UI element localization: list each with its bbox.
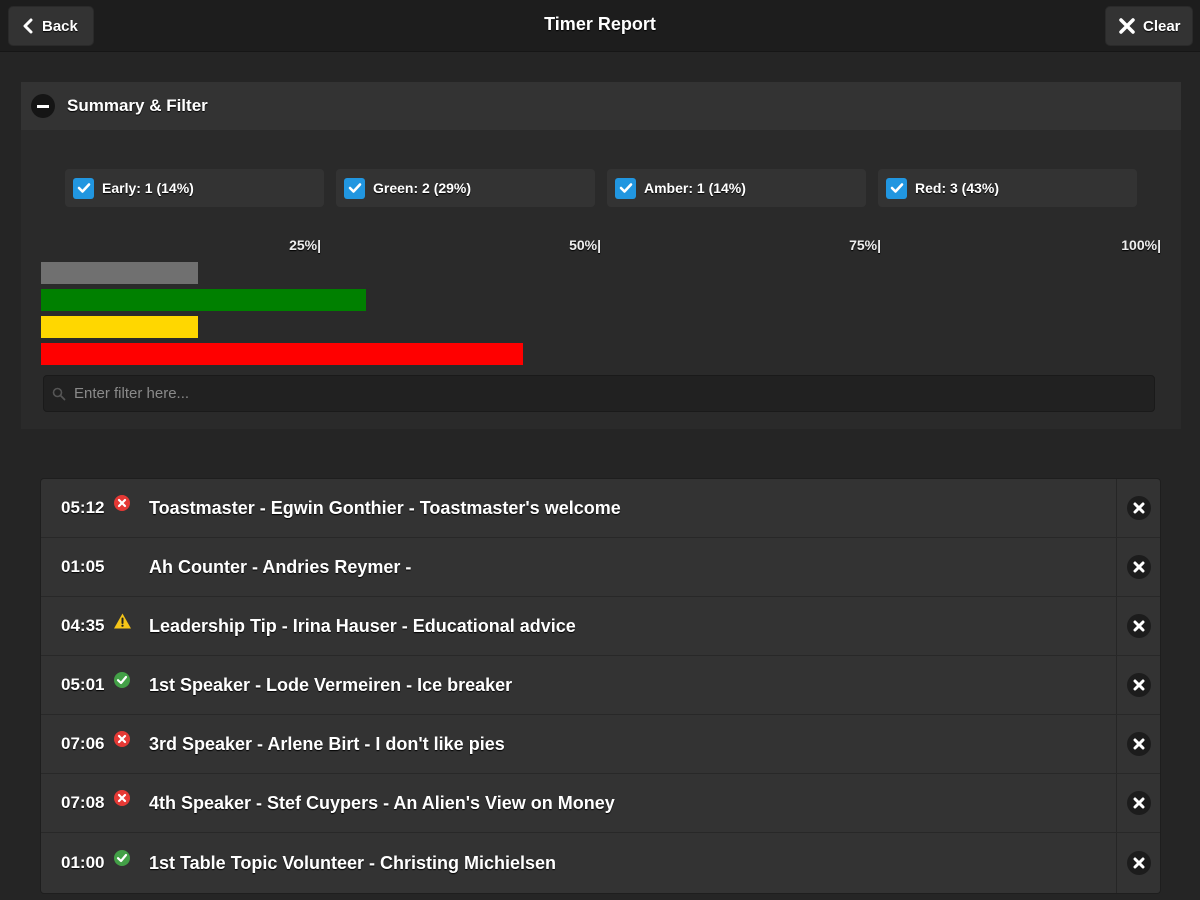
- checkmark-icon: [886, 177, 907, 199]
- checkmark-icon: [615, 177, 636, 199]
- delete-entry-button[interactable]: [1116, 715, 1160, 773]
- entry-label: 3rd Speaker - Arlene Birt - I don't like…: [149, 733, 505, 754]
- entry-status: [111, 731, 149, 754]
- checkmark-icon: [344, 177, 365, 199]
- list-item: 04:35 Leadership Tip - Irina Hauser - Ed…: [41, 597, 1160, 656]
- summary-filter-header[interactable]: Summary & Filter: [21, 82, 1181, 130]
- bar-green: [41, 289, 366, 311]
- close-icon: [1126, 555, 1151, 579]
- delete-entry-button[interactable]: [1116, 479, 1160, 537]
- list-item: 05:12 Toastmaster - Egwin Gonthier - Toa…: [41, 479, 1160, 538]
- entry-label: 1st Speaker - Lode Vermeiren - Ice break…: [149, 674, 513, 695]
- clear-button[interactable]: Clear: [1105, 6, 1193, 46]
- filter-input[interactable]: [74, 385, 1154, 402]
- scale-tick-50: 50%|: [569, 237, 601, 253]
- list-item: 07:06 3rd Speaker - Arlene Birt - I don'…: [41, 715, 1160, 774]
- close-icon: [1126, 791, 1151, 815]
- filter-red-checkbox[interactable]: Red: 3 (43%): [878, 169, 1137, 207]
- entry-time: 05:12: [61, 498, 105, 517]
- error-icon: [114, 731, 130, 747]
- list-item: 07:08 4th Speaker - Stef Cuypers - An Al…: [41, 774, 1160, 833]
- entry-status: [111, 613, 149, 636]
- close-icon: [1126, 732, 1151, 756]
- filter-amber-label: Amber: 1 (14%): [644, 180, 746, 196]
- entry-time: 07:08: [61, 793, 105, 812]
- clear-button-label: Clear: [1143, 17, 1181, 35]
- percentage-scale: 25%| 50%| 75%| 100%|: [41, 237, 1161, 257]
- status-filters: Early: 1 (14%) Green: 2 (29%) Amber: 1 (…: [65, 169, 1139, 207]
- chevron-left-icon: [23, 18, 33, 34]
- entry-label: 1st Table Topic Volunteer - Christing Mi…: [149, 852, 557, 873]
- entry-label: Ah Counter - Andries Reymer -: [149, 556, 412, 577]
- list-item: 05:01 1st Speaker - Lode Vermeiren - Ice…: [41, 656, 1160, 715]
- entry-item[interactable]: 01:05 Ah Counter - Andries Reymer -: [41, 538, 1116, 596]
- entry-label: Leadership Tip - Irina Hauser - Educatio…: [149, 615, 576, 636]
- close-icon: [1126, 496, 1151, 520]
- entry-time: 01:00: [61, 853, 105, 872]
- filter-green-checkbox[interactable]: Green: 2 (29%): [336, 169, 595, 207]
- check-circle-icon: [114, 850, 130, 866]
- entry-item[interactable]: 07:08 4th Speaker - Stef Cuypers - An Al…: [41, 774, 1116, 832]
- filter-green-label: Green: 2 (29%): [373, 180, 472, 196]
- scale-tick-75: 75%|: [849, 237, 881, 253]
- bar-amber: [41, 316, 198, 338]
- back-button-label: Back: [42, 17, 78, 35]
- entry-time: 07:06: [61, 734, 105, 753]
- checkmark-icon: [73, 177, 94, 199]
- entry-item[interactable]: 04:35 Leadership Tip - Irina Hauser - Ed…: [41, 597, 1116, 655]
- timer-entries-list: 05:12 Toastmaster - Egwin Gonthier - Toa…: [40, 478, 1161, 894]
- entry-time: 01:05: [61, 557, 105, 576]
- close-icon: [1119, 18, 1135, 34]
- entry-time: 05:01: [61, 675, 105, 694]
- scale-tick-25: 25%|: [289, 237, 321, 253]
- close-icon: [1126, 614, 1151, 638]
- app-header: Back Timer Report Clear: [0, 0, 1200, 52]
- list-item: 01:00 1st Table Topic Volunteer - Christ…: [41, 833, 1160, 893]
- delete-entry-button[interactable]: [1116, 833, 1160, 893]
- scale-tick-100: 100%|: [1121, 237, 1161, 253]
- entry-item[interactable]: 07:06 3rd Speaker - Arlene Birt - I don'…: [41, 715, 1116, 773]
- entry-status: [111, 495, 149, 518]
- back-button[interactable]: Back: [8, 6, 94, 46]
- error-icon: [114, 495, 130, 511]
- summary-filter-panel: Summary & Filter Early: 1 (14%) Green: 2…: [21, 82, 1181, 429]
- filter-early-checkbox[interactable]: Early: 1 (14%): [65, 169, 324, 207]
- delete-entry-button[interactable]: [1116, 538, 1160, 596]
- entry-status: [111, 790, 149, 813]
- delete-entry-button[interactable]: [1116, 597, 1160, 655]
- list-item: 01:05 Ah Counter - Andries Reymer -: [41, 538, 1160, 597]
- entry-item[interactable]: 05:01 1st Speaker - Lode Vermeiren - Ice…: [41, 656, 1116, 714]
- error-icon: [114, 790, 130, 806]
- panel-title: Summary & Filter: [67, 96, 208, 115]
- close-icon: [1126, 851, 1151, 875]
- page-title: Timer Report: [544, 14, 656, 34]
- entry-item[interactable]: 01:00 1st Table Topic Volunteer - Christ…: [41, 833, 1116, 893]
- entry-status: [111, 557, 149, 577]
- summary-bars: [41, 262, 1161, 368]
- bar-early: [41, 262, 198, 284]
- filter-red-label: Red: 3 (43%): [915, 180, 1000, 196]
- entry-status: [111, 850, 149, 873]
- filter-field: [43, 375, 1155, 412]
- minus-icon: [31, 94, 55, 118]
- entry-item[interactable]: 05:12 Toastmaster - Egwin Gonthier - Toa…: [41, 479, 1116, 537]
- close-icon: [1126, 673, 1151, 697]
- filter-amber-checkbox[interactable]: Amber: 1 (14%): [607, 169, 866, 207]
- entry-status: [111, 672, 149, 695]
- entry-label: 4th Speaker - Stef Cuypers - An Alien's …: [149, 792, 615, 813]
- check-circle-icon: [114, 672, 130, 688]
- search-icon: [52, 387, 66, 400]
- entry-label: Toastmaster - Egwin Gonthier - Toastmast…: [149, 497, 621, 518]
- bar-red: [41, 343, 523, 365]
- warning-icon: [114, 613, 131, 629]
- filter-early-label: Early: 1 (14%): [102, 180, 194, 196]
- delete-entry-button[interactable]: [1116, 774, 1160, 832]
- entry-time: 04:35: [61, 616, 105, 635]
- delete-entry-button[interactable]: [1116, 656, 1160, 714]
